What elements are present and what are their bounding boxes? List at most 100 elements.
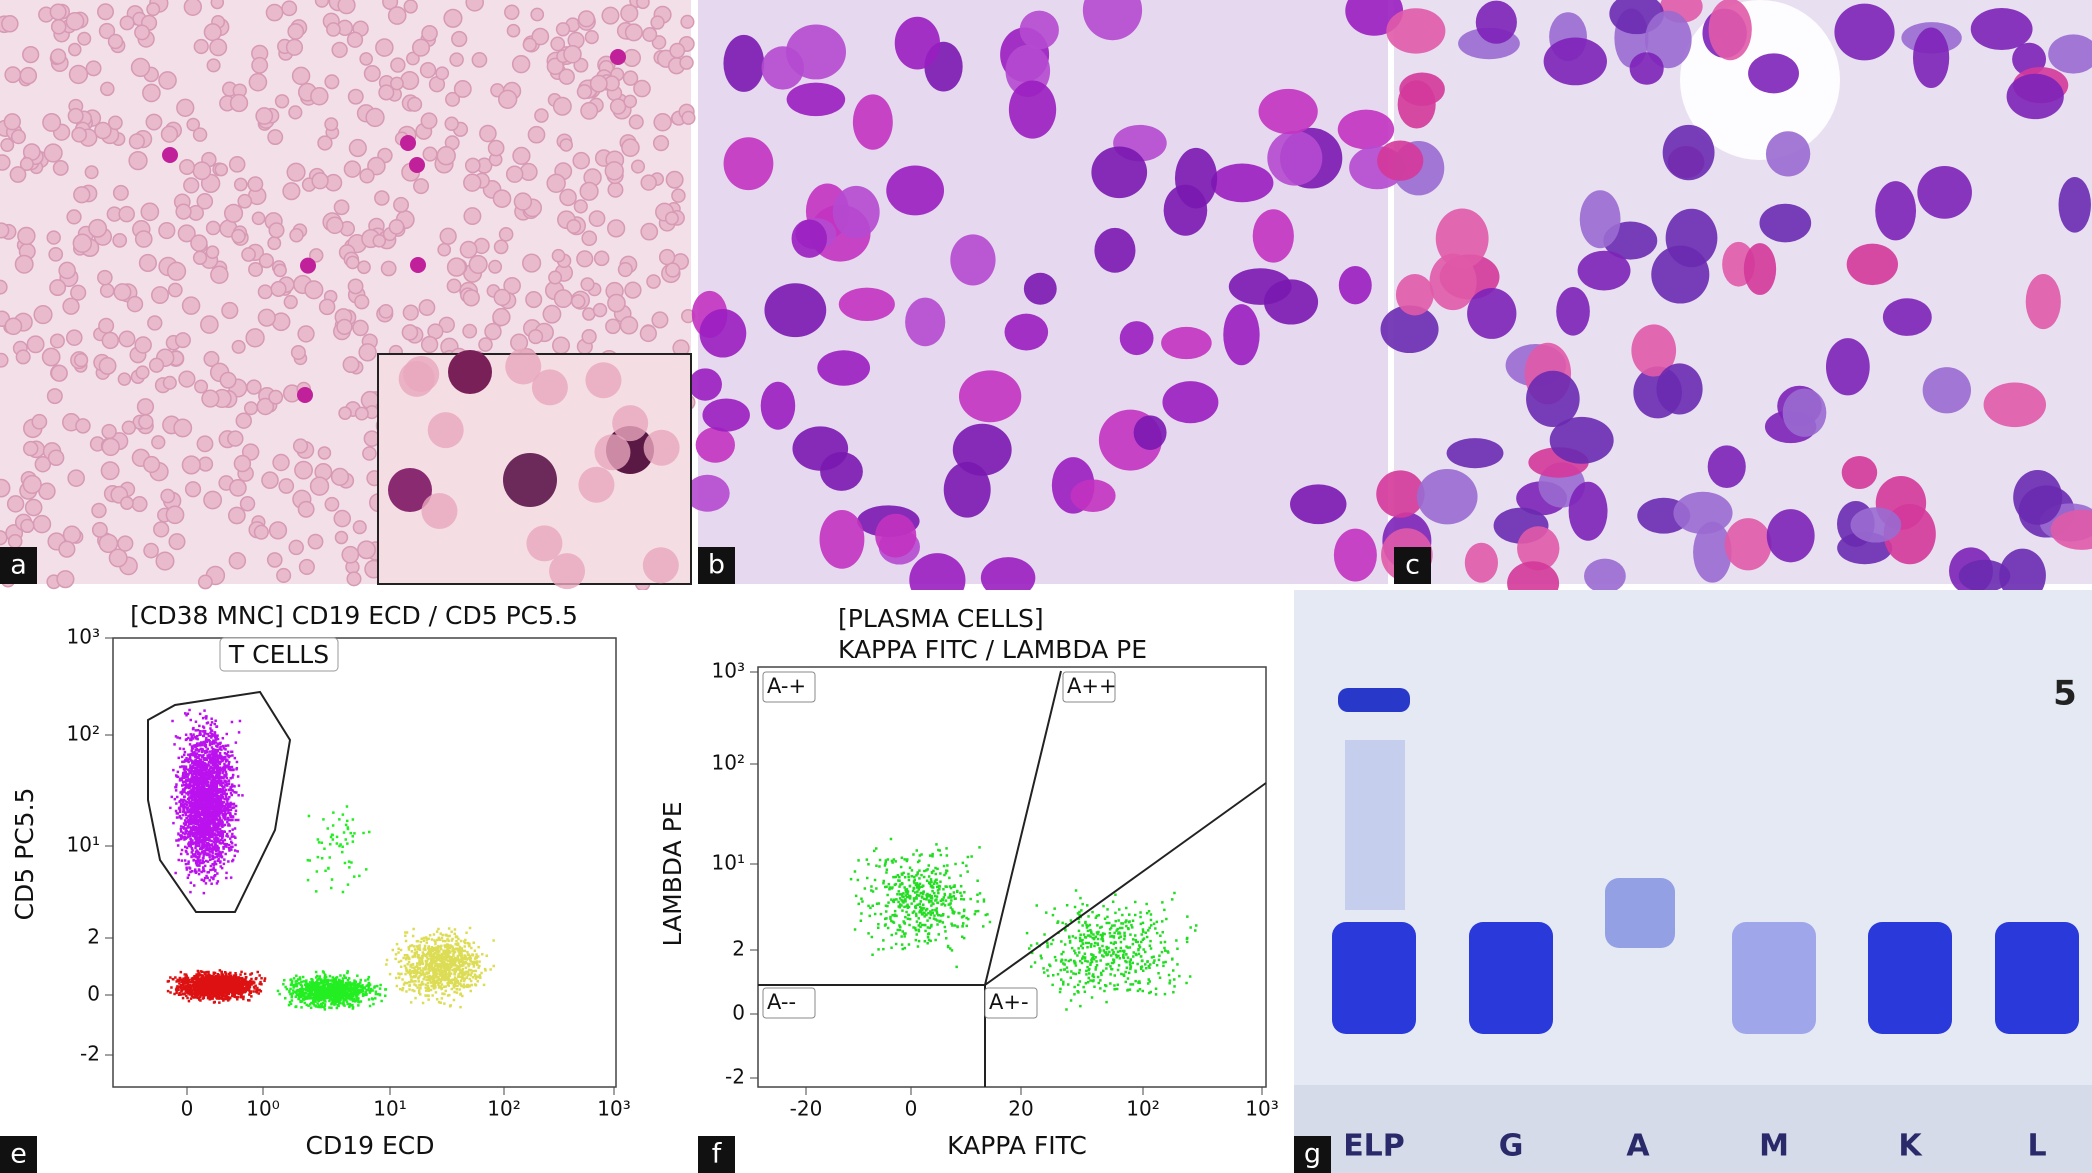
rbc [292,438,309,454]
rbc [203,490,223,510]
cell [1377,140,1424,181]
rbc [181,296,201,315]
cell [1577,250,1631,291]
rbc [6,495,25,513]
rbc [462,323,478,339]
inset-rbc [505,348,542,385]
rbc [181,455,201,475]
rbc [446,278,462,294]
rbc [286,162,306,182]
rbc [15,349,31,365]
rbc [248,72,268,92]
rbc [421,25,438,42]
rbc [205,220,221,236]
rbc [390,57,406,73]
cell [1258,88,1318,135]
rbc [463,173,482,192]
rbc [134,336,152,354]
y-tick-label: 10³ [712,659,745,683]
rbc [468,254,488,274]
rbc [559,188,577,207]
cell [1644,10,1692,69]
y-tick-label: 2 [732,937,745,961]
rbc [62,297,80,315]
rbc [246,379,262,395]
y-tick-label: 10² [67,722,100,746]
x-tick-label: 10³ [1245,1097,1278,1121]
rbc [209,38,228,57]
quadrant-box [984,987,1038,1019]
rbc [20,518,35,534]
rbc [311,172,329,190]
rbc [380,260,397,277]
cell [1568,481,1608,541]
rbc [577,10,596,28]
y-tick-label: 2 [87,925,100,949]
cell [950,234,996,286]
cell [952,423,1012,476]
rbc [651,311,669,329]
rbc [77,31,92,46]
rbc [97,269,113,286]
rbc [636,0,650,10]
wbc [610,49,626,65]
rbc [580,101,599,120]
rbc [346,571,362,587]
rbc [31,413,48,430]
rbc [75,418,91,434]
rbc [559,138,573,152]
rbc [387,6,407,25]
rbc [52,159,69,176]
rbc [10,129,26,145]
rbc [576,84,593,100]
cell [685,474,730,512]
gate-label: T CELLS [228,640,329,669]
rbc [413,178,430,195]
rbc [642,26,658,42]
cell [1446,438,1504,469]
rbc [528,329,544,345]
rbc [268,521,288,540]
cell [688,368,722,401]
rbc [100,461,120,481]
rbc [97,3,114,21]
cell [1019,10,1059,50]
rbc [248,261,264,277]
rbc [73,352,89,368]
cell [1543,37,1607,86]
rbc [581,230,598,247]
cell [1834,3,1895,61]
y-axis-label: LAMBDA PE [658,801,687,946]
cell [1759,203,1812,243]
wbc [409,157,425,173]
rbc [552,96,572,116]
rbc [297,325,315,343]
cell [1782,388,1827,437]
rbc [245,328,265,348]
rbc [352,520,367,535]
rbc [143,542,159,559]
rbc [372,234,387,248]
rbc [267,129,284,146]
x-tick-label: 10¹ [373,1097,406,1121]
rbc [388,219,405,235]
rbc [331,41,348,59]
rbc [235,412,252,429]
cell [1416,469,1478,525]
rbc [265,3,284,22]
rbc [112,233,128,248]
rbc [210,0,225,10]
rbc [478,337,493,352]
rbc [193,38,209,55]
rbc [357,260,371,275]
rbc [203,350,220,367]
x-axis-label: KAPPA FITC [947,1131,1087,1160]
cell [702,398,750,432]
marker-band [1338,688,1410,712]
rbc [345,255,360,270]
inset-rbc [526,525,563,562]
cell [1070,479,1116,512]
rbc [622,48,642,68]
rbc [334,530,349,545]
rbc [165,505,185,525]
